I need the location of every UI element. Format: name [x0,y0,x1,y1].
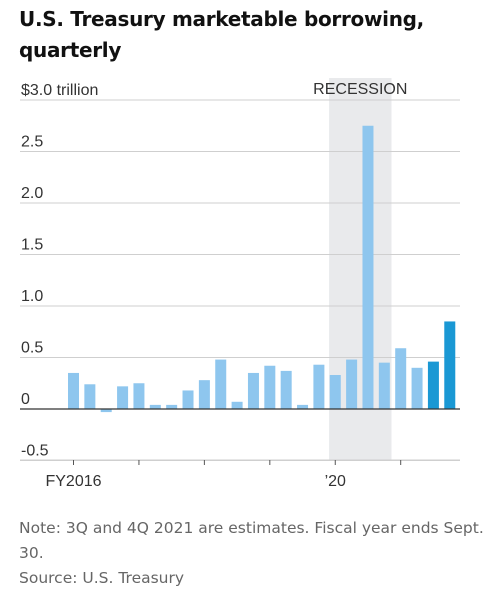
y-tick-label: 2.5 [21,134,43,151]
bar [231,401,243,409]
y-tick-label: -0.5 [21,443,49,460]
bar [100,409,112,413]
y-tick-label: 1.0 [21,288,43,305]
bar [280,370,292,409]
y-tick-label: 2.0 [21,185,43,202]
bar [329,375,341,409]
bar [427,361,439,409]
bar [215,359,227,409]
bar-chart: $3.0 trillion 2.5 2.0 1.5 1.0 0.5 0 -0.5 FY2016… [20,78,460,490]
bar [378,362,390,409]
bar [84,384,96,409]
note-text: Note: 3Q and 4Q 2021 are estimates. Fisc… [19,519,484,562]
gridlines [20,99,460,461]
bar [264,365,276,409]
bar [313,364,325,409]
bars [68,125,456,413]
y-axis-labels: $3.0 trillion 2.5 2.0 1.5 1.0 0.5 0 -0.5 [21,82,98,460]
chart-title: U.S. Treasury marketable borrowing, quar… [19,7,424,62]
x-tick-label: FY2016 [45,473,101,490]
y-tick-label: 1.5 [21,237,43,254]
bar [68,372,79,409]
bar [247,372,259,409]
bar [395,348,407,409]
bar [346,359,358,409]
bar [149,404,161,409]
bar [444,321,456,409]
bar [297,404,309,409]
chart-notes: Note: 3Q and 4Q 2021 are estimates. Fisc… [19,516,489,591]
bar [362,125,374,409]
bar [182,390,194,409]
bar [117,386,129,409]
y-tick-label: $3.0 trillion [21,82,98,99]
bar [198,380,210,409]
y-tick-label: 0.5 [21,340,43,357]
recession-label: RECESSION [313,81,407,98]
source-text: Source: U.S. Treasury [19,569,185,587]
x-tick-label: ’20 [325,473,346,490]
x-axis: FY2016 ’20 [20,459,460,490]
bar [133,383,145,409]
y-tick-label: 0 [21,391,30,408]
bar [411,367,423,409]
bar [166,404,178,409]
